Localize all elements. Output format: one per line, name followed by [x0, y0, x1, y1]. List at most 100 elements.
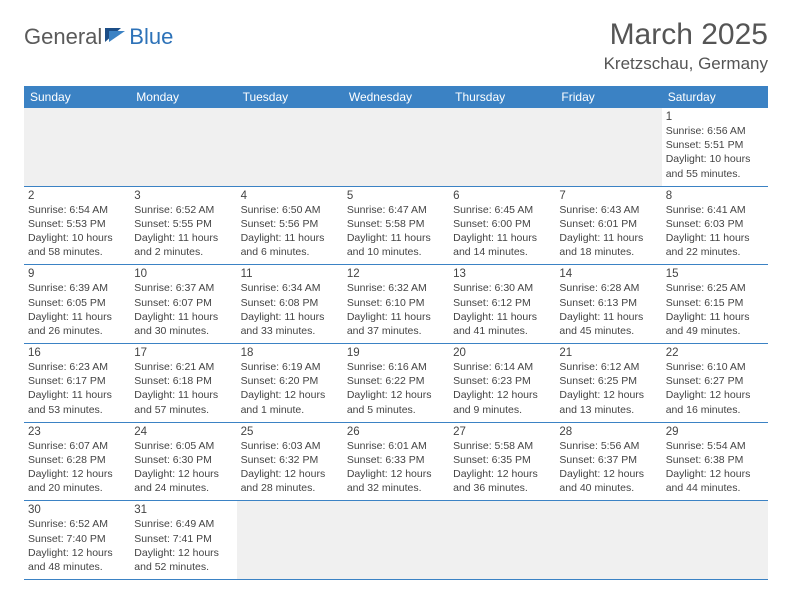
calendar-cell: 22Sunrise: 6:10 AMSunset: 6:27 PMDayligh… — [662, 344, 768, 423]
sunset-text: Sunset: 6:12 PM — [453, 296, 551, 310]
calendar-cell: 17Sunrise: 6:21 AMSunset: 6:18 PMDayligh… — [130, 344, 236, 423]
sunset-text: Sunset: 6:00 PM — [453, 217, 551, 231]
sunrise-text: Sunrise: 5:54 AM — [666, 439, 764, 453]
calendar-cell: 8Sunrise: 6:41 AMSunset: 6:03 PMDaylight… — [662, 186, 768, 265]
calendar-cell — [343, 108, 449, 186]
sunrise-text: Sunrise: 6:30 AM — [453, 281, 551, 295]
day-number: 28 — [559, 426, 657, 438]
day-header: Sunday — [24, 86, 130, 108]
day-number: 23 — [28, 426, 126, 438]
sunrise-text: Sunrise: 6:34 AM — [241, 281, 339, 295]
calendar-cell — [555, 501, 661, 580]
calendar-cell: 27Sunrise: 5:58 AMSunset: 6:35 PMDayligh… — [449, 422, 555, 501]
day-number: 1 — [666, 111, 764, 123]
sunset-text: Sunset: 6:18 PM — [134, 374, 232, 388]
sunset-text: Sunset: 6:08 PM — [241, 296, 339, 310]
sunset-text: Sunset: 6:28 PM — [28, 453, 126, 467]
calendar-week: 9Sunrise: 6:39 AMSunset: 6:05 PMDaylight… — [24, 265, 768, 344]
calendar-cell — [237, 501, 343, 580]
calendar-week: 1Sunrise: 6:56 AMSunset: 5:51 PMDaylight… — [24, 108, 768, 186]
sunrise-text: Sunrise: 6:47 AM — [347, 203, 445, 217]
daylight-text: Daylight: 11 hours and 18 minutes. — [559, 231, 657, 259]
sunset-text: Sunset: 6:20 PM — [241, 374, 339, 388]
calendar-week: 30Sunrise: 6:52 AMSunset: 7:40 PMDayligh… — [24, 501, 768, 580]
sunrise-text: Sunrise: 6:41 AM — [666, 203, 764, 217]
sunset-text: Sunset: 6:25 PM — [559, 374, 657, 388]
sunrise-text: Sunrise: 6:25 AM — [666, 281, 764, 295]
day-number: 14 — [559, 268, 657, 280]
daylight-text: Daylight: 11 hours and 49 minutes. — [666, 310, 764, 338]
daylight-text: Daylight: 12 hours and 24 minutes. — [134, 467, 232, 495]
calendar-week: 23Sunrise: 6:07 AMSunset: 6:28 PMDayligh… — [24, 422, 768, 501]
calendar-cell: 16Sunrise: 6:23 AMSunset: 6:17 PMDayligh… — [24, 344, 130, 423]
day-number: 17 — [134, 347, 232, 359]
page-title: March 2025 — [604, 18, 768, 52]
day-header: Monday — [130, 86, 236, 108]
day-number: 24 — [134, 426, 232, 438]
sunrise-text: Sunrise: 6:03 AM — [241, 439, 339, 453]
sunset-text: Sunset: 6:27 PM — [666, 374, 764, 388]
daylight-text: Daylight: 12 hours and 20 minutes. — [28, 467, 126, 495]
calendar-cell: 19Sunrise: 6:16 AMSunset: 6:22 PMDayligh… — [343, 344, 449, 423]
day-number: 9 — [28, 268, 126, 280]
daylight-text: Daylight: 12 hours and 40 minutes. — [559, 467, 657, 495]
daylight-text: Daylight: 12 hours and 5 minutes. — [347, 388, 445, 416]
day-number: 20 — [453, 347, 551, 359]
day-number: 5 — [347, 190, 445, 202]
sunset-text: Sunset: 6:38 PM — [666, 453, 764, 467]
day-header-row: Sunday Monday Tuesday Wednesday Thursday… — [24, 86, 768, 108]
sunset-text: Sunset: 6:35 PM — [453, 453, 551, 467]
logo: General Blue — [24, 24, 173, 50]
sunset-text: Sunset: 6:13 PM — [559, 296, 657, 310]
sunrise-text: Sunrise: 6:14 AM — [453, 360, 551, 374]
calendar-cell: 29Sunrise: 5:54 AMSunset: 6:38 PMDayligh… — [662, 422, 768, 501]
daylight-text: Daylight: 11 hours and 53 minutes. — [28, 388, 126, 416]
day-number: 26 — [347, 426, 445, 438]
calendar-cell: 21Sunrise: 6:12 AMSunset: 6:25 PMDayligh… — [555, 344, 661, 423]
calendar-cell: 4Sunrise: 6:50 AMSunset: 5:56 PMDaylight… — [237, 186, 343, 265]
calendar-cell — [449, 501, 555, 580]
day-number: 8 — [666, 190, 764, 202]
calendar-cell: 6Sunrise: 6:45 AMSunset: 6:00 PMDaylight… — [449, 186, 555, 265]
daylight-text: Daylight: 12 hours and 44 minutes. — [666, 467, 764, 495]
sunset-text: Sunset: 6:23 PM — [453, 374, 551, 388]
calendar-cell: 24Sunrise: 6:05 AMSunset: 6:30 PMDayligh… — [130, 422, 236, 501]
daylight-text: Daylight: 11 hours and 14 minutes. — [453, 231, 551, 259]
header: General Blue March 2025 Kretzschau, Germ… — [24, 18, 768, 74]
calendar-cell — [130, 108, 236, 186]
sunrise-text: Sunrise: 6:01 AM — [347, 439, 445, 453]
sunrise-text: Sunrise: 6:56 AM — [666, 124, 764, 138]
day-number: 13 — [453, 268, 551, 280]
location: Kretzschau, Germany — [604, 54, 768, 74]
sunrise-text: Sunrise: 6:49 AM — [134, 517, 232, 531]
day-number: 10 — [134, 268, 232, 280]
sunrise-text: Sunrise: 6:39 AM — [28, 281, 126, 295]
sunrise-text: Sunrise: 6:52 AM — [134, 203, 232, 217]
calendar-cell: 9Sunrise: 6:39 AMSunset: 6:05 PMDaylight… — [24, 265, 130, 344]
day-number: 7 — [559, 190, 657, 202]
daylight-text: Daylight: 11 hours and 37 minutes. — [347, 310, 445, 338]
sunrise-text: Sunrise: 5:58 AM — [453, 439, 551, 453]
sunrise-text: Sunrise: 6:19 AM — [241, 360, 339, 374]
sunrise-text: Sunrise: 6:12 AM — [559, 360, 657, 374]
daylight-text: Daylight: 11 hours and 10 minutes. — [347, 231, 445, 259]
daylight-text: Daylight: 11 hours and 22 minutes. — [666, 231, 764, 259]
sunrise-text: Sunrise: 6:07 AM — [28, 439, 126, 453]
calendar-cell: 3Sunrise: 6:52 AMSunset: 5:55 PMDaylight… — [130, 186, 236, 265]
sunset-text: Sunset: 6:22 PM — [347, 374, 445, 388]
sunset-text: Sunset: 7:40 PM — [28, 532, 126, 546]
sunset-text: Sunset: 5:58 PM — [347, 217, 445, 231]
calendar-cell: 10Sunrise: 6:37 AMSunset: 6:07 PMDayligh… — [130, 265, 236, 344]
calendar-cell — [343, 501, 449, 580]
calendar-cell — [237, 108, 343, 186]
daylight-text: Daylight: 12 hours and 9 minutes. — [453, 388, 551, 416]
daylight-text: Daylight: 11 hours and 41 minutes. — [453, 310, 551, 338]
daylight-text: Daylight: 12 hours and 1 minute. — [241, 388, 339, 416]
day-number: 21 — [559, 347, 657, 359]
day-number: 16 — [28, 347, 126, 359]
calendar-cell: 7Sunrise: 6:43 AMSunset: 6:01 PMDaylight… — [555, 186, 661, 265]
sunset-text: Sunset: 6:17 PM — [28, 374, 126, 388]
calendar-cell: 5Sunrise: 6:47 AMSunset: 5:58 PMDaylight… — [343, 186, 449, 265]
day-number: 19 — [347, 347, 445, 359]
calendar-week: 16Sunrise: 6:23 AMSunset: 6:17 PMDayligh… — [24, 344, 768, 423]
